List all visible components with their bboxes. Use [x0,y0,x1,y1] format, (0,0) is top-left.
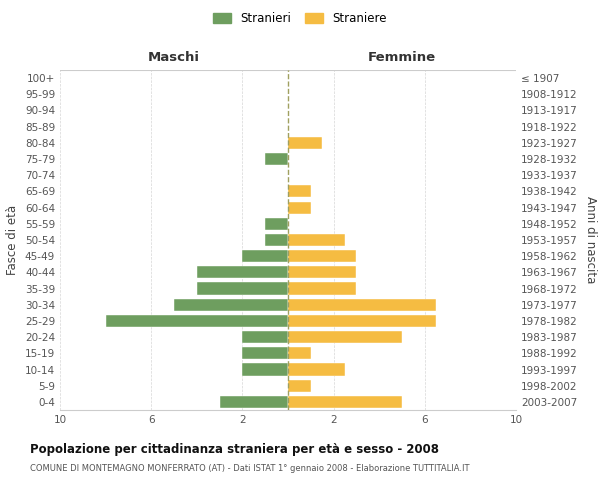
Bar [288,137,322,149]
Bar [242,348,288,360]
Text: Femmine: Femmine [368,50,436,64]
Bar [106,315,288,327]
Y-axis label: Fasce di età: Fasce di età [7,205,19,275]
Bar [288,234,345,246]
Bar [197,266,288,278]
Bar [265,153,288,165]
Bar [265,218,288,230]
Bar [220,396,288,408]
Bar [242,250,288,262]
Bar [265,234,288,246]
Bar [242,364,288,376]
Bar [174,298,288,311]
Bar [288,364,345,376]
Bar [288,348,311,360]
Y-axis label: Anni di nascita: Anni di nascita [584,196,597,284]
Text: Maschi: Maschi [148,50,200,64]
Bar [288,315,436,327]
Bar [288,282,356,294]
Bar [288,396,402,408]
Bar [288,250,356,262]
Bar [288,331,402,343]
Bar [288,186,311,198]
Bar [288,380,311,392]
Bar [197,282,288,294]
Bar [242,331,288,343]
Bar [288,266,356,278]
Legend: Stranieri, Straniere: Stranieri, Straniere [209,8,391,28]
Bar [288,202,311,213]
Text: COMUNE DI MONTEMAGNO MONFERRATO (AT) - Dati ISTAT 1° gennaio 2008 - Elaborazione: COMUNE DI MONTEMAGNO MONFERRATO (AT) - D… [30,464,470,473]
Bar [288,298,436,311]
Text: Popolazione per cittadinanza straniera per età e sesso - 2008: Popolazione per cittadinanza straniera p… [30,442,439,456]
